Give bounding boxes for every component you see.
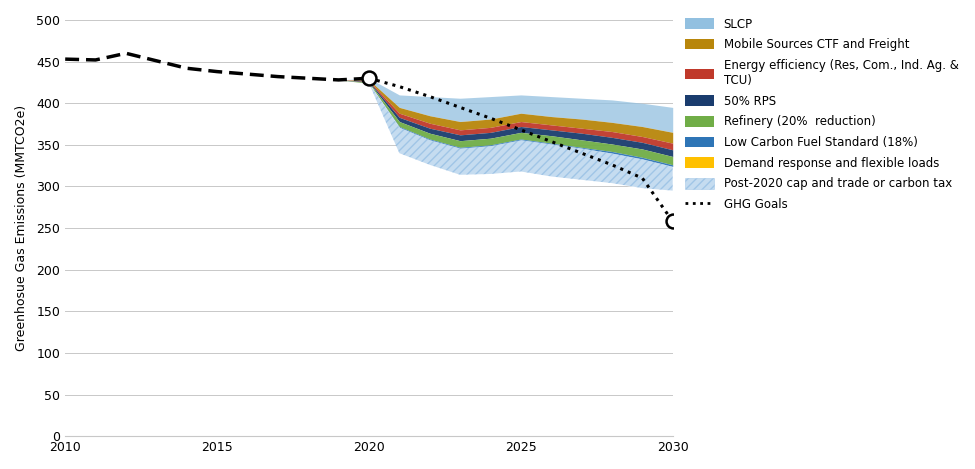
Y-axis label: Greenhosue Gas Emissions (MMTCO2e): Greenhosue Gas Emissions (MMTCO2e) bbox=[15, 105, 28, 351]
Legend: SLCP, Mobile Sources CTF and Freight, Energy efficiency (Res, Com., Ind. Ag. &
T: SLCP, Mobile Sources CTF and Freight, En… bbox=[684, 17, 958, 211]
